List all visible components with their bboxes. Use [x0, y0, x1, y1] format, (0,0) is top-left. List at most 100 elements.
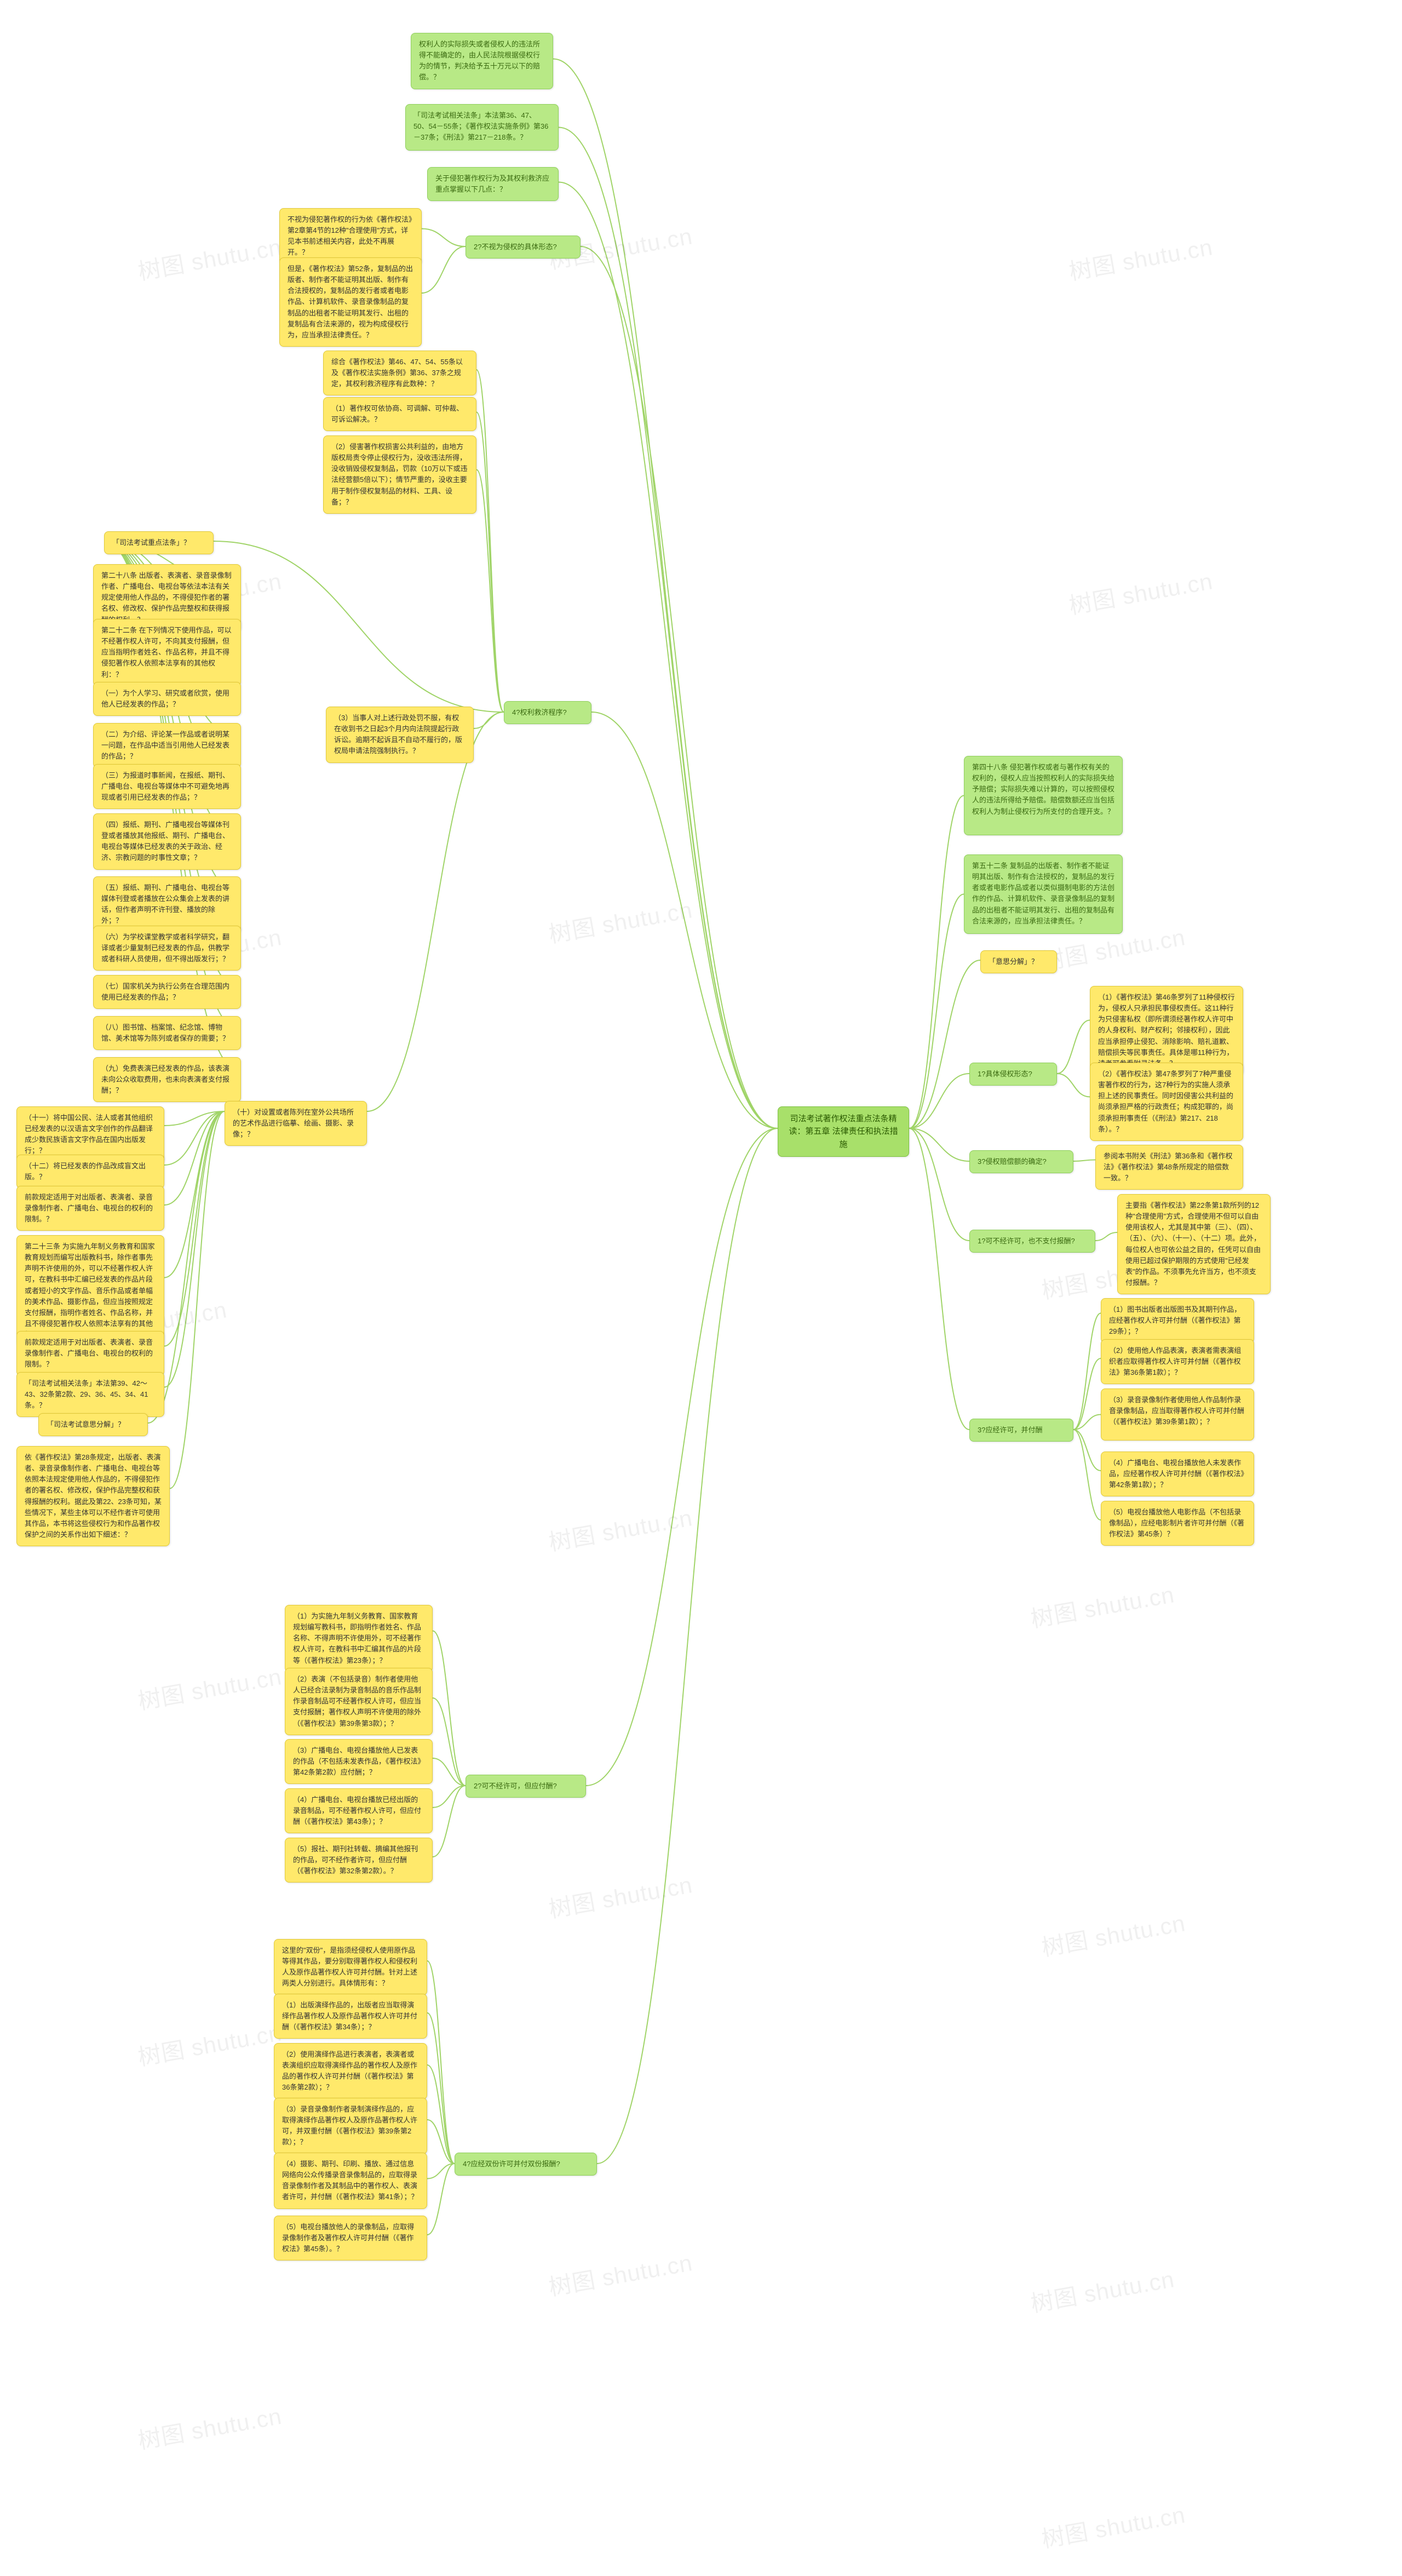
node-R1: 第四十八条 侵犯著作权或者与著作权有关的权利的，侵权人应当按照权利人的实际损失给…: [964, 756, 1123, 835]
node-L1: 2?不视为侵权的具体形态?: [466, 236, 581, 259]
watermark: 树图 shutu.cn: [546, 2244, 695, 2302]
connector: [559, 128, 778, 1129]
node-L3a: （1）为实施九年制义务教育、国家教育规划编写教科书，即指明作者姓名、作品名称、不…: [285, 1605, 433, 1672]
node-L2e4: 第二十三条 为实施九年制义务教育和国家教育规划而编写出版教科书，除作者事先声明不…: [16, 1235, 164, 1346]
watermark: 树图 shutu.cn: [1039, 2496, 1188, 2554]
connector: [909, 1128, 969, 1430]
node-R7e: （5）电视台播放他人电影作品（不包括录像制品），应经电影制片者许可并付酬（《著作…: [1101, 1501, 1254, 1546]
node-L1b: 但是，《著作权法》第52条，复制品的出版者、制作者不能证明其出版、制作有合法授权…: [279, 257, 422, 347]
connector: [476, 412, 504, 713]
connector: [474, 712, 504, 728]
connector: [586, 1128, 778, 1786]
connector: [1073, 1430, 1101, 1471]
node-L2d7: （五）报纸、期刊、广播电台、电视台等媒体刊登或者播放在公众集会上发表的讲话，但作…: [93, 876, 241, 933]
node-R5: 3?侵权赔偿额的确定?: [969, 1150, 1073, 1173]
node-L2e3: 前款规定适用于对出版者、表演者、录音录像制作者、广播电台、电视台的权利的限制。？: [16, 1186, 164, 1231]
node-root: 司法考试著作权法重点法条精读：第五章 法律责任和执法措施: [778, 1106, 909, 1157]
connector: [170, 1111, 225, 1489]
node-R7a: （1）图书出版者出版图书及其期刊作品，应经著作权人许可并付酬（《著作权法》第29…: [1101, 1298, 1254, 1343]
node-L2: 4?权利救济程序?: [504, 701, 591, 724]
connector: [559, 182, 778, 1129]
connector: [1073, 1313, 1101, 1430]
connector: [476, 470, 504, 713]
connector: [427, 2120, 455, 2164]
node-L2d6: （四）报纸、期刊、广播电视台等媒体刊登或者播放其他报纸、期刊、广播电台、电视台等…: [93, 813, 241, 870]
node-L4d: （3）录音录像制作者录制演绎作品的，应取得演绎作品著作权人及原作品著作权人许可，…: [274, 2098, 427, 2154]
connector: [909, 894, 964, 1129]
node-L4a: 这里的"双份"，是指须经侵权人使用原作品等得其作品，要分别取得著作权人和侵权利人…: [274, 1939, 427, 1995]
node-L4b: （1）出版演绎作品的，出版者应当取得演绎作品著作权人及原作品著作权人许可并付酬（…: [274, 1994, 427, 2039]
connector: [433, 1786, 466, 1808]
node-L2f: （十）对设置或者陈列在室外公共场所的艺术作品进行临摹、绘画、摄影、录像；？: [225, 1101, 367, 1146]
connector: [909, 1128, 969, 1161]
connector: [1073, 1160, 1095, 1162]
node-L2d11: （九）免费表演已经发表的作品，该表演未向公众收取费用，也未向表演者支付报酬；？: [93, 1057, 241, 1102]
node-L3d: （4）广播电台、电视台播放已经出版的录音制品，可不经著作权人许可，但应付酬（《著…: [285, 1788, 433, 1833]
node-L2e7: 「司法考试意思分解」？: [38, 1413, 148, 1436]
node-L2c: （2）侵害著作权损害公共利益的，由地方版权局责令停止侵权行为，没收违法所得，没收…: [323, 435, 476, 514]
connector: [164, 1111, 225, 1278]
node-L2d5: （三）为报道时事新闻，在报纸、期刊、广播电台、电视台等媒体中不可避免地再现或者引…: [93, 764, 241, 809]
node-R7c: （3）录音录像制作者使用他人作品制作录音录像制品，应当取得著作权人许可并付酬（《…: [1101, 1389, 1254, 1441]
node-L4: 4?应经双份许可并付双份报酬?: [455, 2153, 597, 2176]
node-L3b: （2）表演（不包括录音）制作者使用他人已经合法录制为录音制品的音乐作品制作录音制…: [285, 1668, 433, 1735]
node-L2e2: （十二）将已经发表的作品改成盲文出版。？: [16, 1155, 164, 1189]
connector: [427, 1961, 455, 2164]
watermark: 树图 shutu.cn: [546, 1499, 695, 1557]
connector: [581, 246, 778, 1128]
connector: [164, 1111, 225, 1205]
connector: [591, 712, 778, 1128]
connector: [427, 2164, 455, 2235]
connector: [1095, 1232, 1117, 1241]
node-R7d: （4）广播电台、电视台播放他人未发表作品，应经著作权人许可并付酬（《著作权法》第…: [1101, 1451, 1254, 1496]
node-R4: 1?具体侵权形态?: [969, 1063, 1057, 1086]
node-L2g: （3）当事人对上述行政处罚不服，有权在收到书之日起3个月内向法院提起行政诉讼。逾…: [326, 707, 474, 763]
watermark: 树图 shutu.cn: [1028, 2261, 1177, 2319]
connector: [909, 796, 964, 1129]
watermark: 树图 shutu.cn: [135, 2397, 284, 2455]
node-R6a: 主要指《著作权法》第22条第1款所列的12种"合理使用"方式，合理使用不但可以自…: [1117, 1194, 1271, 1294]
watermark: 树图 shutu.cn: [546, 1866, 695, 1924]
node-L2d9: （七）国家机关为执行公务在合理范围内使用已经发表的作品；？: [93, 975, 241, 1009]
node-L0c: 关于侵犯著作权行为及其权利救济应重点掌握以下几点：？: [427, 167, 559, 201]
node-L2d3: （一）为个人学习、研究或者欣赏，使用他人已经发表的作品；？: [93, 682, 241, 716]
connector: [164, 1111, 225, 1387]
node-L3e: （5）报社、期刊社转载、摘编其他报刊的作品，可不经作者许可，但应付酬（《著作权法…: [285, 1838, 433, 1883]
node-L2b: （1）著作权可依协商、可调解、可仲裁、可诉讼解决。？: [323, 397, 476, 431]
node-L3: 2?可不经许可，但应付酬?: [466, 1775, 586, 1798]
connector: [1057, 1020, 1090, 1074]
node-L2d8: （六）为学校课堂教学或者科学研究，翻译或者少量复制已经发表的作品，供教学或者科研…: [93, 926, 241, 971]
connector: [1073, 1430, 1101, 1520]
watermark: 树图 shutu.cn: [1028, 1576, 1177, 1634]
node-L2e8: 依《著作权法》第28条规定，出版者、表演者、录音录像制作者、广播电台、电视台等依…: [16, 1446, 170, 1546]
node-R7: 3?应经许可，并付酬: [969, 1419, 1073, 1442]
node-R6: 1?可不经许可，也不支付报酬?: [969, 1230, 1095, 1253]
node-L4c: （2）使用演绎作品进行表演者，表演者或表演组织应取得演绎作品的著作权人及原作品的…: [274, 2043, 427, 2099]
connector: [422, 246, 466, 293]
watermark: 树图 shutu.cn: [1066, 228, 1215, 286]
connector: [909, 1128, 969, 1241]
node-L2d: 「司法考试重点法条」？: [104, 531, 214, 554]
node-L3c: （3）广播电台、电视台播放他人已发表的作品（不包括未发表作品，《著作权法》第42…: [285, 1739, 433, 1784]
connector: [1073, 1358, 1101, 1430]
watermark: 树图 shutu.cn: [135, 228, 284, 286]
node-R4b: （2）《著作权法》第47条罗列了7种严重侵害著作权的行为，这7种行为的实施人须承…: [1090, 1063, 1243, 1141]
connector: [1057, 1074, 1090, 1097]
connector: [476, 370, 504, 712]
connector: [164, 1111, 225, 1165]
node-L2d4: （二）为介绍、评论某一作品或者说明某一问题，在作品中适当引用他人已经发表的作品；…: [93, 723, 241, 768]
node-R5a: 参阅本书附关《刑法》第36条和《著作权法》《著作权法》第48条所规定的赔偿数一致…: [1095, 1145, 1243, 1190]
connector: [433, 1631, 466, 1786]
connector: [164, 1111, 225, 1126]
connector: [422, 229, 466, 247]
connector: [433, 1758, 466, 1786]
node-R3: 「意思分解」？: [980, 950, 1057, 973]
watermark: 树图 shutu.cn: [1066, 563, 1215, 621]
connector: [909, 960, 980, 1128]
connector: [597, 1128, 778, 2164]
node-L2a: 综合《著作权法》第46、47、54、55条以及《著作权法实施条例》第36、37条…: [323, 351, 476, 395]
watermark: 树图 shutu.cn: [135, 2014, 284, 2072]
connector: [433, 1786, 466, 1857]
connector: [164, 1111, 225, 1346]
watermark: 树图 shutu.cn: [546, 891, 695, 949]
